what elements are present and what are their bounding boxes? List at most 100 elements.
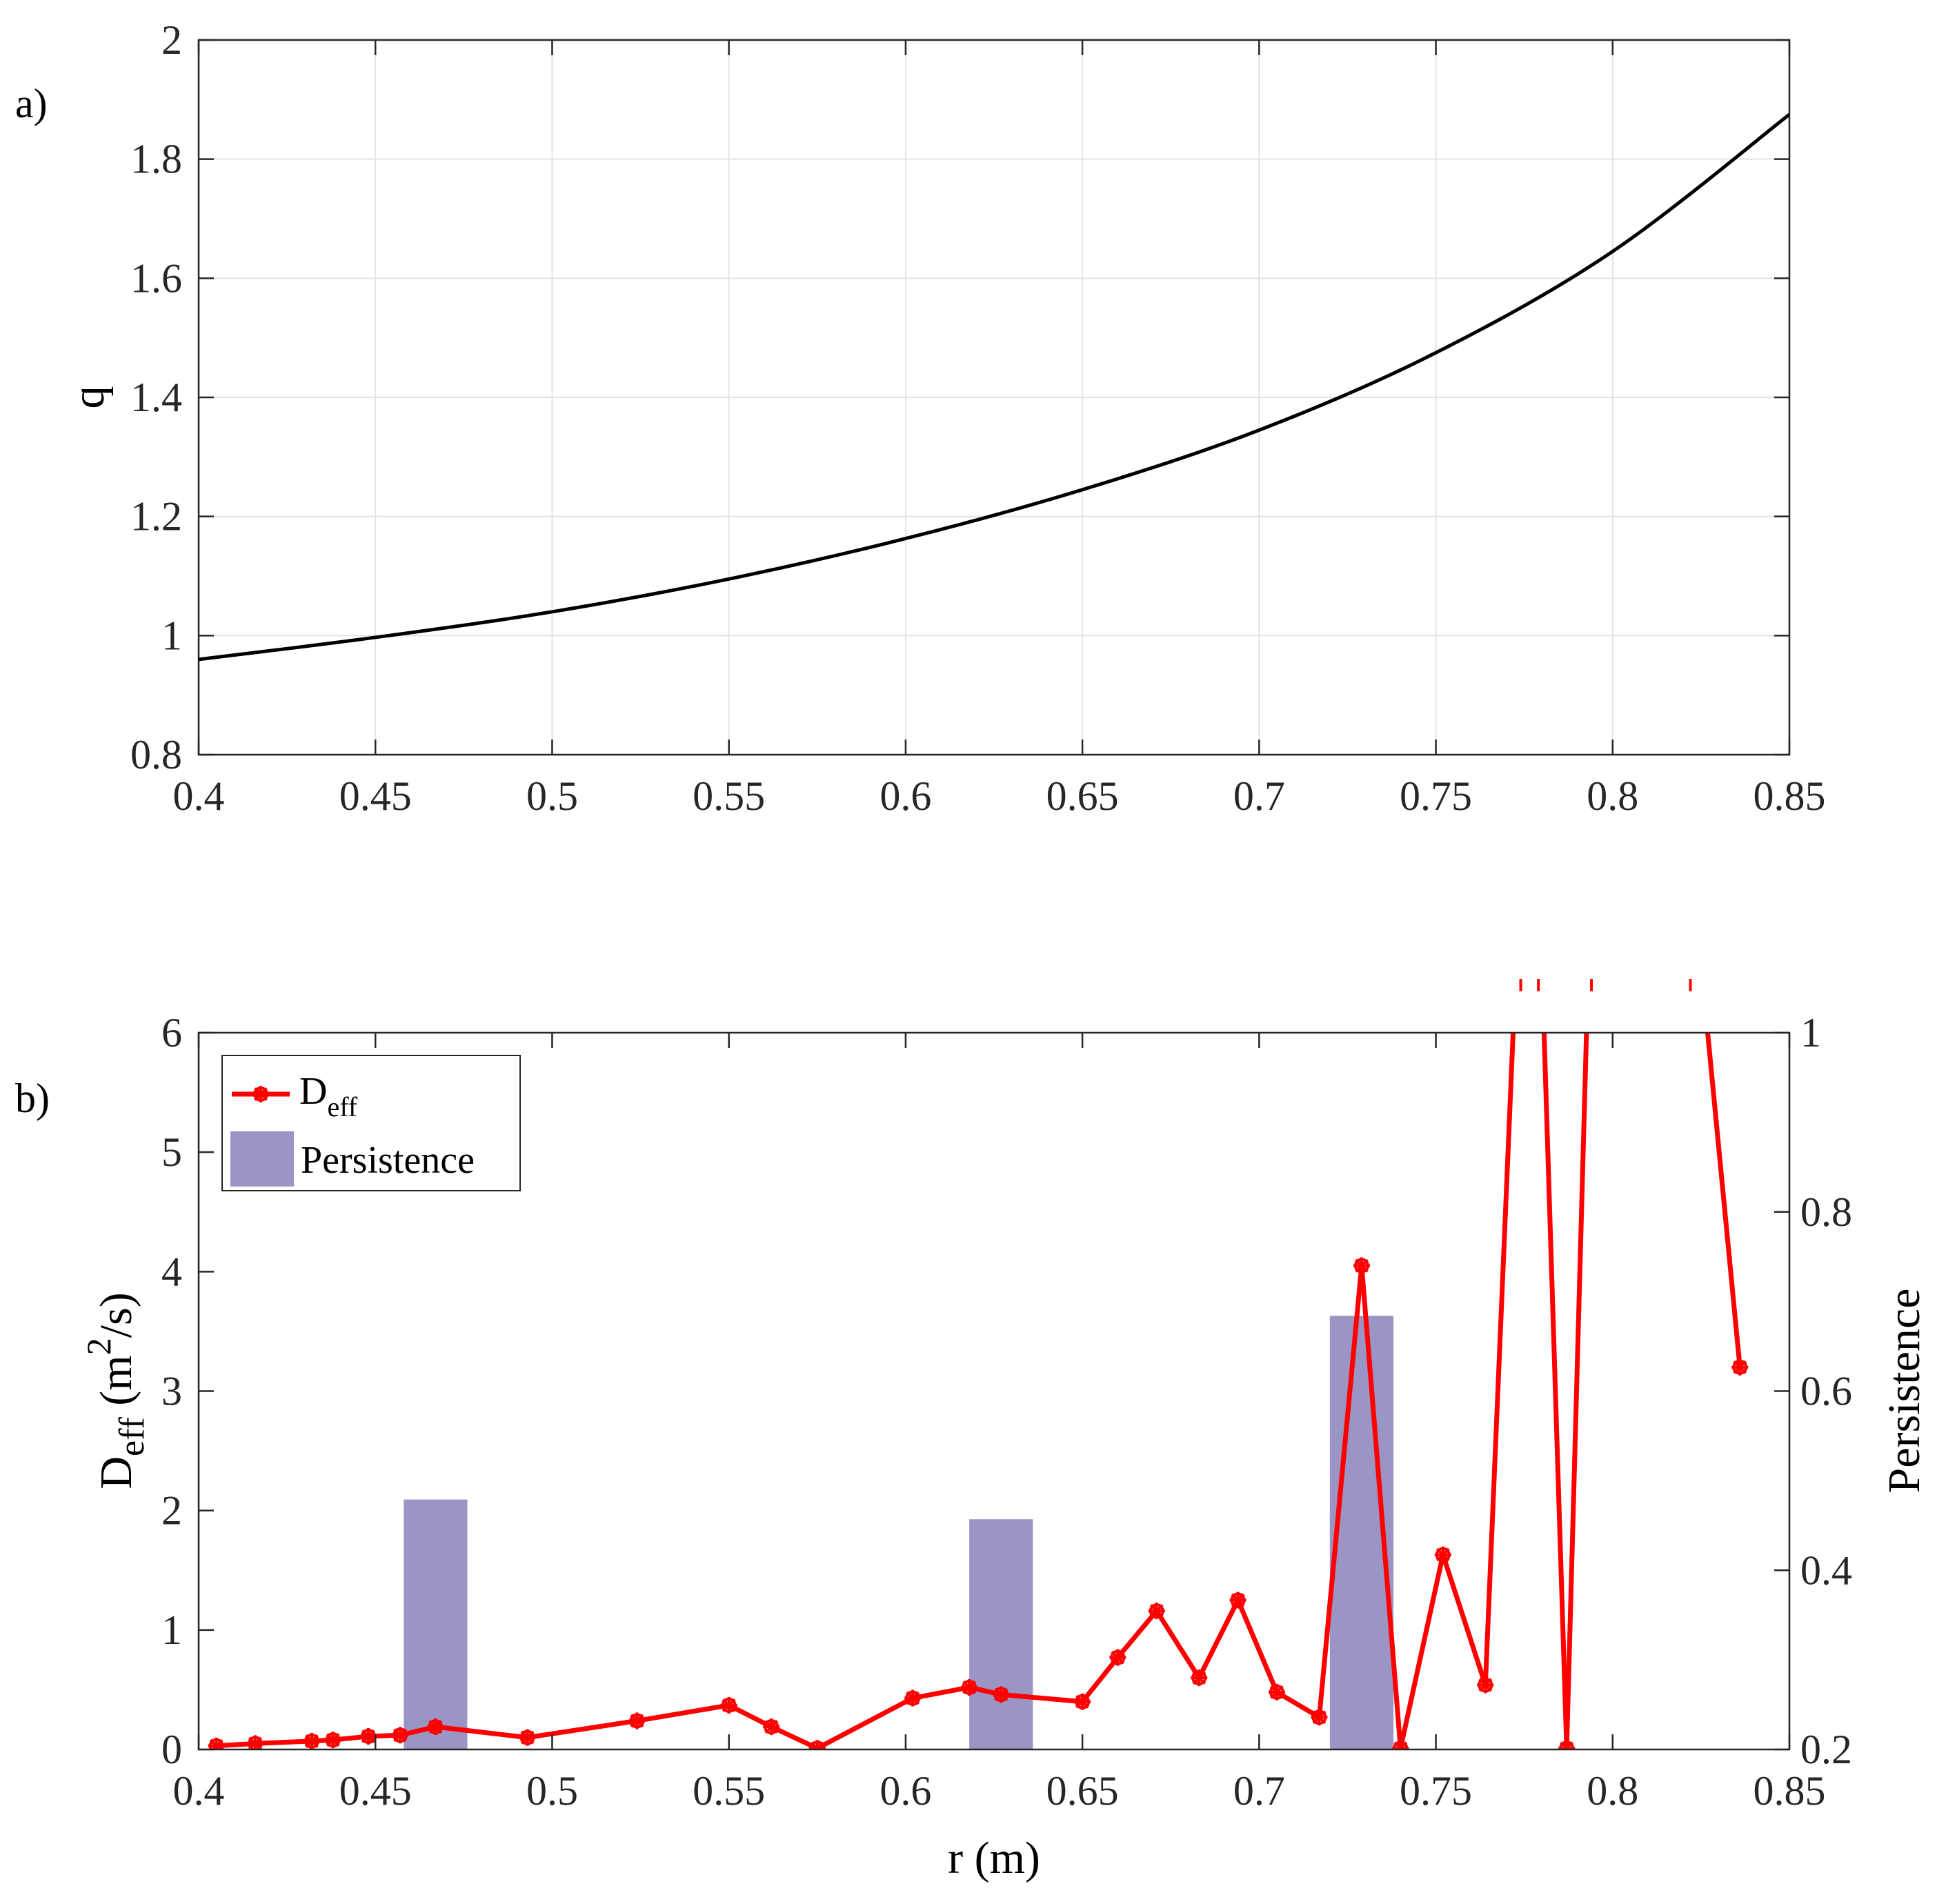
legend-deff-sub: eff	[327, 1091, 357, 1122]
y-tick-label: 1.4	[130, 375, 182, 420]
marker-spoke	[326, 1733, 340, 1747]
marker-spoke	[1149, 1604, 1164, 1618]
x-tick-label: 0.45	[339, 773, 412, 819]
panel-a: a) 0.4 0.45 0.5 0.55 0.6 0.65 0.7 0.75 0.8 0.85 0…	[15, 17, 1826, 819]
deff-marker	[904, 1689, 922, 1707]
marker-spoke	[994, 1687, 1009, 1702]
x-tick-label: 0.45	[339, 1768, 412, 1814]
deff-marker	[208, 1737, 225, 1749]
ylabel-sub: eff	[112, 1417, 152, 1456]
marker-spoke	[722, 1698, 736, 1712]
marker-spoke	[1563, 1741, 1574, 1749]
y2-tick-label: 0.8	[1800, 1189, 1852, 1235]
marker-spoke	[630, 1714, 644, 1728]
y-tick-label: 1.2	[130, 494, 182, 539]
marker-spoke	[1733, 1360, 1747, 1374]
deff-marker	[1558, 1740, 1576, 1749]
x-tick-label: 0.5	[526, 773, 578, 819]
panel-b-ticks	[197, 1031, 1791, 1751]
deff-marker	[427, 1718, 444, 1736]
x-tick-label: 0.7	[1233, 773, 1285, 819]
panel-b-right-y-tick-labels: 0.2 0.4 0.6 0.8 1	[1800, 1010, 1852, 1772]
x-tick-label: 0.85	[1754, 1768, 1826, 1814]
y-tick-label: 1	[161, 1607, 182, 1653]
deff-marker	[519, 1729, 536, 1746]
deff-overflow-fragments	[1519, 979, 1692, 991]
y-tick-label: 1	[161, 613, 182, 658]
x-tick-label: 0.4	[173, 773, 225, 819]
marker-spoke	[1075, 1694, 1090, 1709]
marker-spoke	[361, 1729, 375, 1743]
marker-spoke	[305, 1734, 319, 1748]
panel-b-y2-axis-label: Persistence	[1879, 1289, 1929, 1494]
deff-marker	[359, 1727, 377, 1745]
marker-spoke	[962, 1680, 977, 1694]
marker-spoke	[1355, 1258, 1369, 1273]
deff-marker	[303, 1732, 320, 1749]
x-tick-label: 0.6	[880, 1768, 931, 1814]
deff-marker	[392, 1727, 409, 1744]
y-tick-label: 0.8	[130, 732, 182, 777]
legend-deff-swatch-marker	[252, 1086, 269, 1102]
panel-a-ticks	[197, 39, 1791, 756]
panel-a-y-axis-label: q	[63, 386, 114, 409]
y-tick-label: 5	[161, 1129, 182, 1175]
x-tick-label: 0.5	[526, 1768, 578, 1814]
x-tick-label: 0.7	[1233, 1768, 1285, 1814]
marker-spoke	[1111, 1650, 1125, 1665]
deff-marker	[1311, 1709, 1328, 1726]
y-tick-label: 3	[161, 1369, 182, 1414]
q-profile-line	[199, 112, 1789, 662]
marker-spoke	[814, 1741, 824, 1749]
y2-tick-label: 0.2	[1800, 1727, 1852, 1772]
x-tick-label: 0.75	[1400, 1768, 1472, 1814]
panel-a-label: a)	[15, 81, 48, 126]
deff-marker	[1148, 1603, 1165, 1620]
x-tick-label: 0.65	[1046, 1768, 1119, 1814]
persistence-bar	[404, 1499, 468, 1749]
marker-spoke	[1231, 1593, 1245, 1607]
marker-spoke	[1270, 1685, 1284, 1699]
y-tick-label: 0	[161, 1727, 182, 1772]
persistence-bar	[969, 1519, 1033, 1749]
y-tick-label: 2	[161, 1488, 182, 1534]
panel-b-x-tick-labels: 0.4 0.45 0.5 0.55 0.6 0.65 0.7 0.75 0.8 0.85	[173, 1768, 1826, 1814]
marker-spoke	[1436, 1547, 1450, 1562]
deff-marker	[628, 1712, 646, 1729]
y2-tick-label: 1	[1800, 1010, 1821, 1055]
x-tick-label: 0.65	[1046, 773, 1119, 819]
x-tick-label: 0.8	[1587, 773, 1638, 819]
deff-marker	[1434, 1546, 1451, 1563]
legend-deff-marker	[252, 1086, 269, 1102]
marker-spoke	[1478, 1678, 1493, 1692]
panel-b: b) 0.4 0.45 0.5 0.55 0.6 0.65 0.7 0.75 0.8 0.85 0…	[15, 979, 1929, 1883]
deff-marker	[993, 1686, 1010, 1703]
x-tick-label: 0.4	[173, 1768, 225, 1814]
x-tick-label: 0.85	[1754, 773, 1826, 819]
deff-marker	[1074, 1693, 1091, 1710]
deff-markers	[208, 1257, 1749, 1749]
x-tick-label: 0.75	[1400, 773, 1472, 819]
deff-marker	[1109, 1649, 1126, 1666]
panel-b-x-axis-label: r (m)	[948, 1833, 1040, 1883]
y-tick-label: 1.6	[130, 255, 182, 301]
marker-spoke	[1312, 1710, 1327, 1725]
x-tick-label: 0.8	[1587, 1768, 1638, 1814]
panel-b-left-y-tick-labels: 0 1 2 3 4 5 6	[161, 1010, 182, 1772]
panel-b-y-axis-label: Deff (m2/s)	[79, 1292, 152, 1489]
marker-spoke	[1192, 1671, 1206, 1685]
legend-deff-main: D	[299, 1070, 327, 1113]
deff-marker	[763, 1718, 780, 1736]
ylabel-main: D	[91, 1456, 141, 1489]
deff-marker	[1191, 1669, 1208, 1687]
legend-persistence-label: Persistence	[301, 1139, 475, 1182]
deff-marker	[1731, 1358, 1749, 1376]
marker-spoke	[520, 1730, 535, 1745]
panel-a-x-tick-labels: 0.4 0.45 0.5 0.55 0.6 0.65 0.7 0.75 0.8 0.85	[173, 773, 1826, 819]
marker-spoke	[210, 1738, 223, 1749]
marker-spoke	[254, 1087, 268, 1101]
legend-persistence-swatch	[230, 1131, 294, 1187]
panel-a-y-tick-labels: 0.8 1 1.2 1.4 1.6 1.8 2	[130, 17, 182, 777]
marker-spoke	[906, 1691, 920, 1705]
